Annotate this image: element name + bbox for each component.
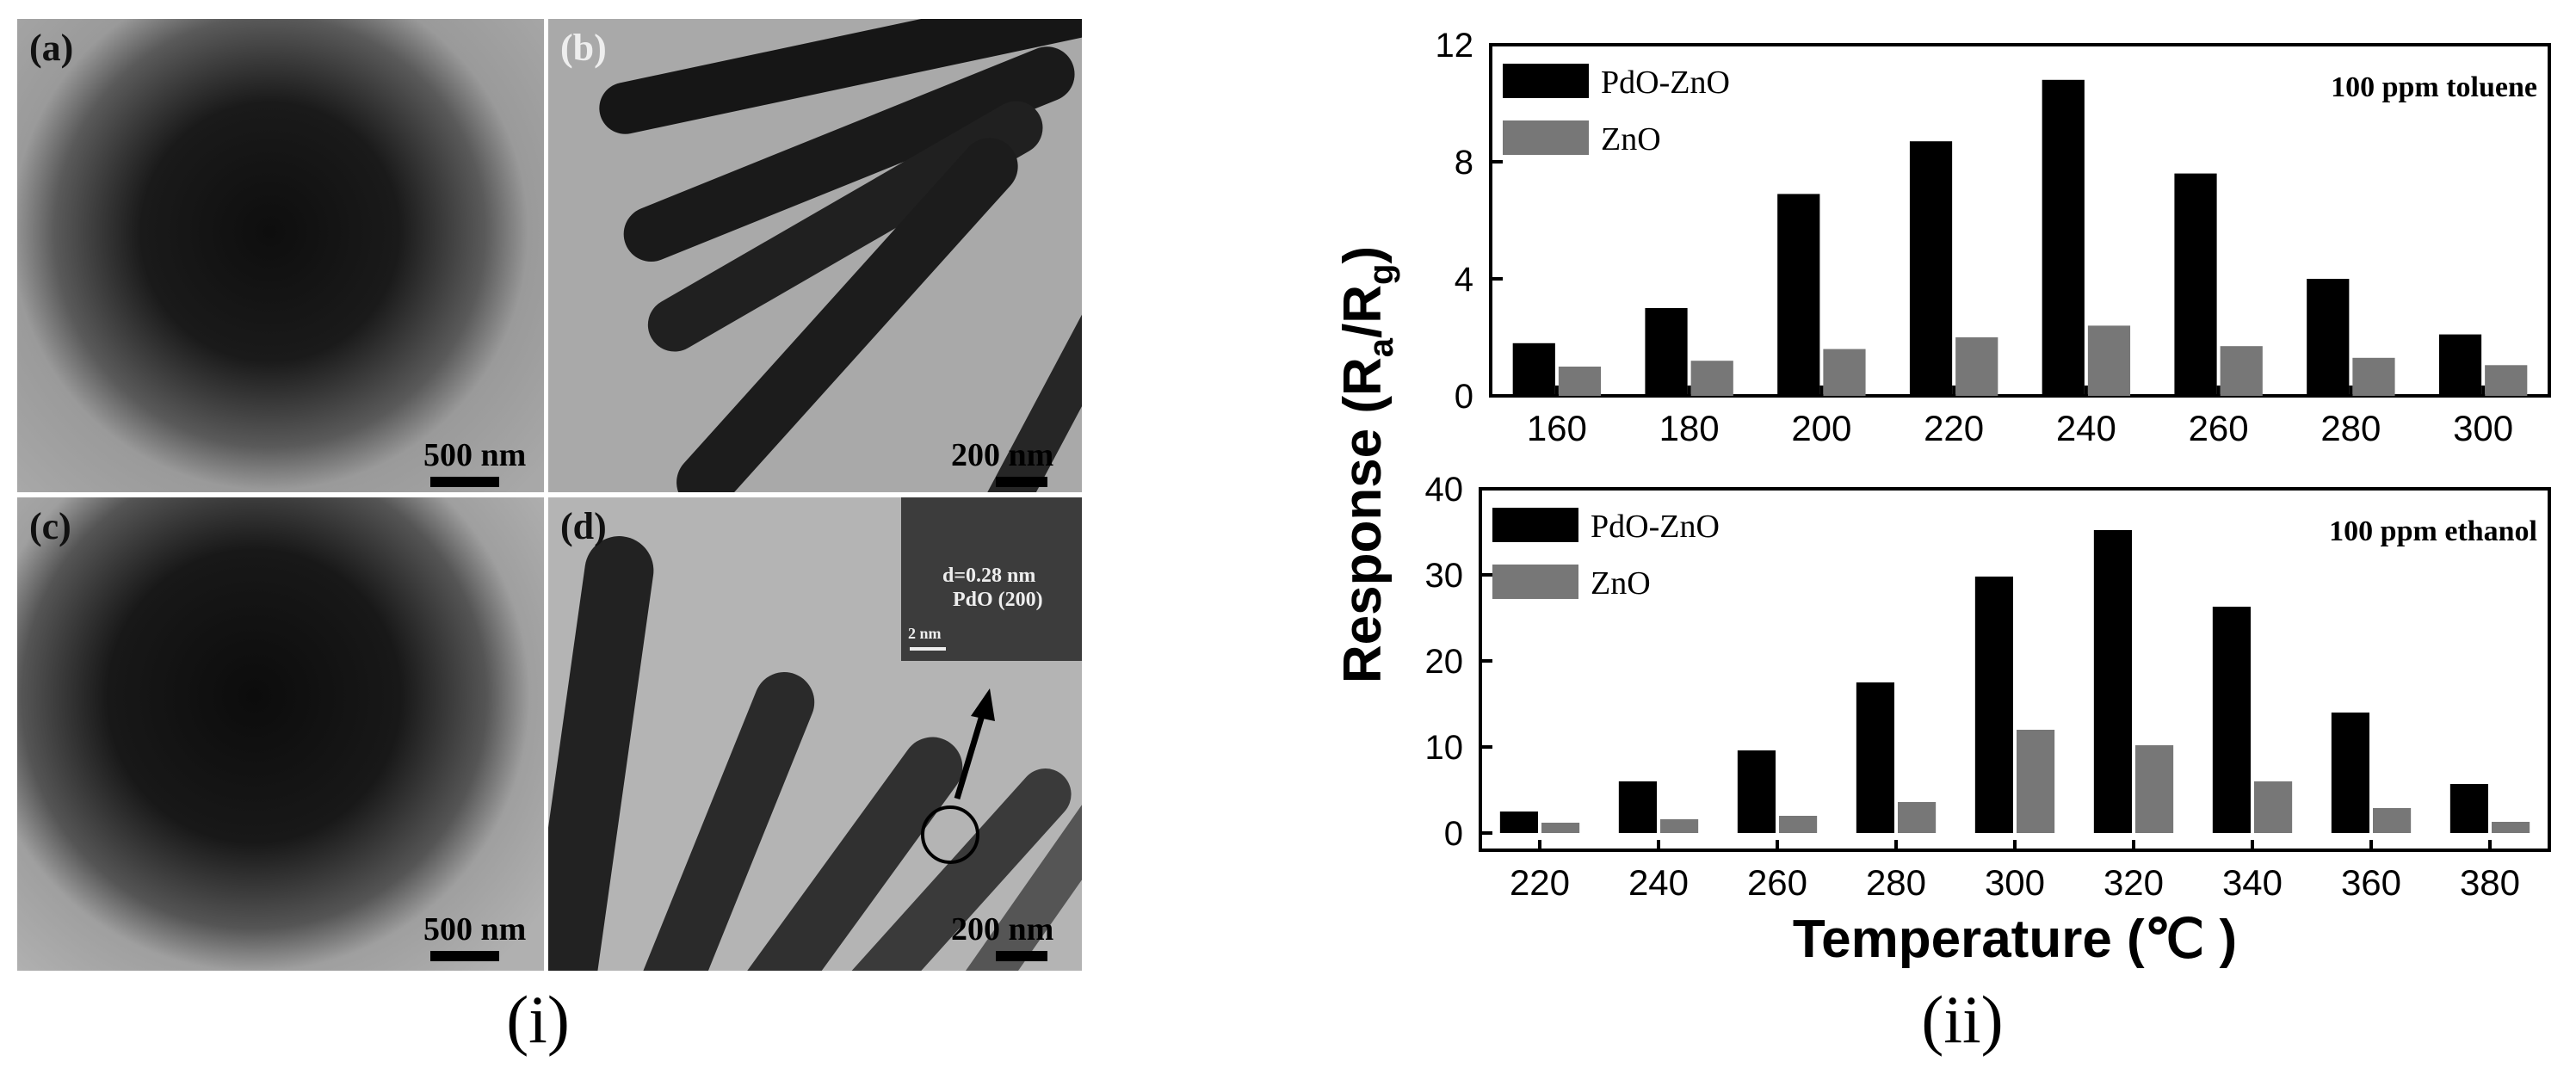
- bar-ethanol-zno: [2017, 730, 2055, 833]
- bar-toluene-zno: [2220, 346, 2263, 396]
- x-tick-label-toluene: 260: [2189, 408, 2249, 448]
- bar-toluene-zno: [2087, 325, 2131, 396]
- bar-toluene-zno: [1558, 367, 1602, 396]
- bar-toluene-pdo-zno: [1909, 141, 1953, 396]
- bar-ethanol-zno: [2373, 808, 2412, 833]
- annotation-toluene: 100 ppm toluene: [2331, 71, 2537, 103]
- x-tick-label-ethanol: 280: [1866, 862, 1926, 903]
- region-circle: [921, 805, 979, 864]
- bar-ethanol-pdo-zno: [1499, 812, 1538, 833]
- x-tick-label-ethanol: 340: [2222, 862, 2283, 903]
- scale-bar-b: [996, 477, 1047, 487]
- micrograph-c: (c) 500 nm: [17, 497, 544, 971]
- x-tick-label-ethanol: 300: [1985, 862, 2045, 903]
- bar-ethanol-pdo-zno: [1974, 577, 2013, 833]
- scale-text-d: 200 nm: [951, 911, 1054, 947]
- scale-bar-d: [996, 951, 1047, 961]
- legend-label-ethanol: ZnO: [1591, 565, 1651, 602]
- bar-ethanol-pdo-zno: [1856, 682, 1894, 833]
- x-tick-label-ethanol: 380: [2460, 862, 2520, 903]
- bar-toluene-pdo-zno: [1777, 194, 1820, 396]
- panel-label-c: (c): [29, 505, 71, 547]
- scale-text-c: 500 nm: [423, 911, 527, 947]
- x-axis-label: Temperature (℃ ): [1793, 910, 2237, 969]
- y-tick-label-toluene: 8: [1455, 144, 1473, 182]
- y-tick-label-toluene: 4: [1455, 261, 1473, 299]
- panel-label-b: (b): [560, 27, 607, 69]
- scale-bar-c: [430, 951, 499, 961]
- x-tick-label-toluene: 280: [2320, 408, 2381, 448]
- bar-toluene-zno: [2485, 365, 2528, 396]
- micrograph-b: (b) 200 nm: [548, 19, 1082, 492]
- figure-label-ii: (ii): [1921, 982, 2004, 1057]
- x-tick-label-toluene: 180: [1659, 408, 1720, 448]
- y-tick-label-ethanol: 30: [1425, 557, 1464, 595]
- bar-ethanol-pdo-zno: [2093, 530, 2132, 833]
- y-tick-label-ethanol: 0: [1444, 815, 1463, 853]
- scale-text-a: 500 nm: [423, 437, 527, 473]
- bar-ethanol-zno: [2135, 745, 2174, 833]
- bar-ethanol-zno: [1898, 802, 1937, 833]
- panel-label-a: (a): [29, 27, 74, 69]
- legend-swatch-ethanol: [1492, 565, 1578, 599]
- bar-toluene-pdo-zno: [2042, 79, 2085, 397]
- x-tick-label-ethanol: 320: [2103, 862, 2164, 903]
- y-tick-label-ethanol: 40: [1425, 471, 1464, 509]
- x-tick-label-ethanol: 260: [1747, 862, 1807, 903]
- legend-label-ethanol: PdO-ZnO: [1591, 509, 1720, 545]
- arrow-icon: [954, 688, 995, 800]
- legend-label-toluene: PdO-ZnO: [1601, 65, 1730, 101]
- panel-label-d: (d): [560, 505, 607, 547]
- y-tick-label-ethanol: 20: [1425, 643, 1464, 681]
- y-tick-label-toluene: 12: [1436, 27, 1474, 65]
- x-tick-label-toluene: 200: [1791, 408, 1851, 448]
- bar-toluene-pdo-zno: [2307, 279, 2350, 396]
- bar-ethanol-pdo-zno: [1737, 750, 1776, 833]
- bar-toluene-pdo-zno: [1512, 343, 1555, 396]
- bar-ethanol-pdo-zno: [2331, 713, 2369, 833]
- bar-ethanol-zno: [1660, 819, 1699, 833]
- x-tick-label-toluene: 160: [1527, 408, 1587, 448]
- bar-toluene-zno: [1955, 337, 1998, 396]
- bar-toluene-zno: [2352, 357, 2395, 396]
- inset-scale-text: 2 nm: [908, 625, 942, 642]
- y-axis-label: Response (Ra/Rg): [1333, 246, 1400, 683]
- legend-label-toluene: ZnO: [1601, 121, 1661, 157]
- bar-toluene-zno: [1823, 349, 1866, 396]
- hrtem-inset: d=0.28 nm PdO (200) 2 nm: [901, 497, 1082, 661]
- legend-swatch-toluene: [1503, 120, 1589, 155]
- bar-toluene-zno: [1690, 361, 1733, 396]
- x-tick-label-toluene: 300: [2453, 408, 2513, 448]
- legend-swatch-toluene: [1503, 64, 1589, 98]
- plot-frame-toluene: [1489, 43, 2551, 398]
- y-tick-label-ethanol: 10: [1425, 729, 1464, 767]
- inset-scale-bar: [910, 647, 946, 651]
- bar-ethanol-pdo-zno: [1618, 781, 1657, 833]
- x-tick-label-toluene: 240: [2056, 408, 2116, 448]
- inset-plane: PdO (200): [953, 589, 1043, 611]
- scale-bar-a: [430, 477, 499, 487]
- inset-d-spacing: d=0.28 nm: [942, 565, 1036, 587]
- bar-ethanol-zno: [2492, 822, 2530, 833]
- bar-ethanol-zno: [1541, 823, 1580, 833]
- scale-text-b: 200 nm: [951, 437, 1054, 473]
- bar-toluene-pdo-zno: [2174, 173, 2217, 396]
- bar-ethanol-pdo-zno: [2212, 607, 2251, 833]
- figure-label-i: (i): [506, 982, 570, 1057]
- micrograph-a: (a) 500 nm: [17, 19, 544, 492]
- annotation-ethanol: 100 ppm ethanol: [2329, 515, 2537, 547]
- bar-ethanol-zno: [2254, 781, 2293, 833]
- y-tick-label-toluene: 0: [1455, 378, 1473, 416]
- bar-ethanol-zno: [1779, 816, 1818, 833]
- bar-ethanol-pdo-zno: [2449, 784, 2488, 833]
- x-tick-label-toluene: 220: [1924, 408, 1984, 448]
- bar-toluene-pdo-zno: [1645, 308, 1688, 396]
- bar-toluene-pdo-zno: [2438, 334, 2482, 396]
- x-tick-label-ethanol: 360: [2341, 862, 2401, 903]
- x-tick-label-ethanol: 240: [1628, 862, 1689, 903]
- legend-swatch-ethanol: [1492, 508, 1578, 542]
- x-tick-label-ethanol: 220: [1510, 862, 1570, 903]
- micrograph-d: d=0.28 nm PdO (200) 2 nm (d) 200 nm: [548, 497, 1082, 971]
